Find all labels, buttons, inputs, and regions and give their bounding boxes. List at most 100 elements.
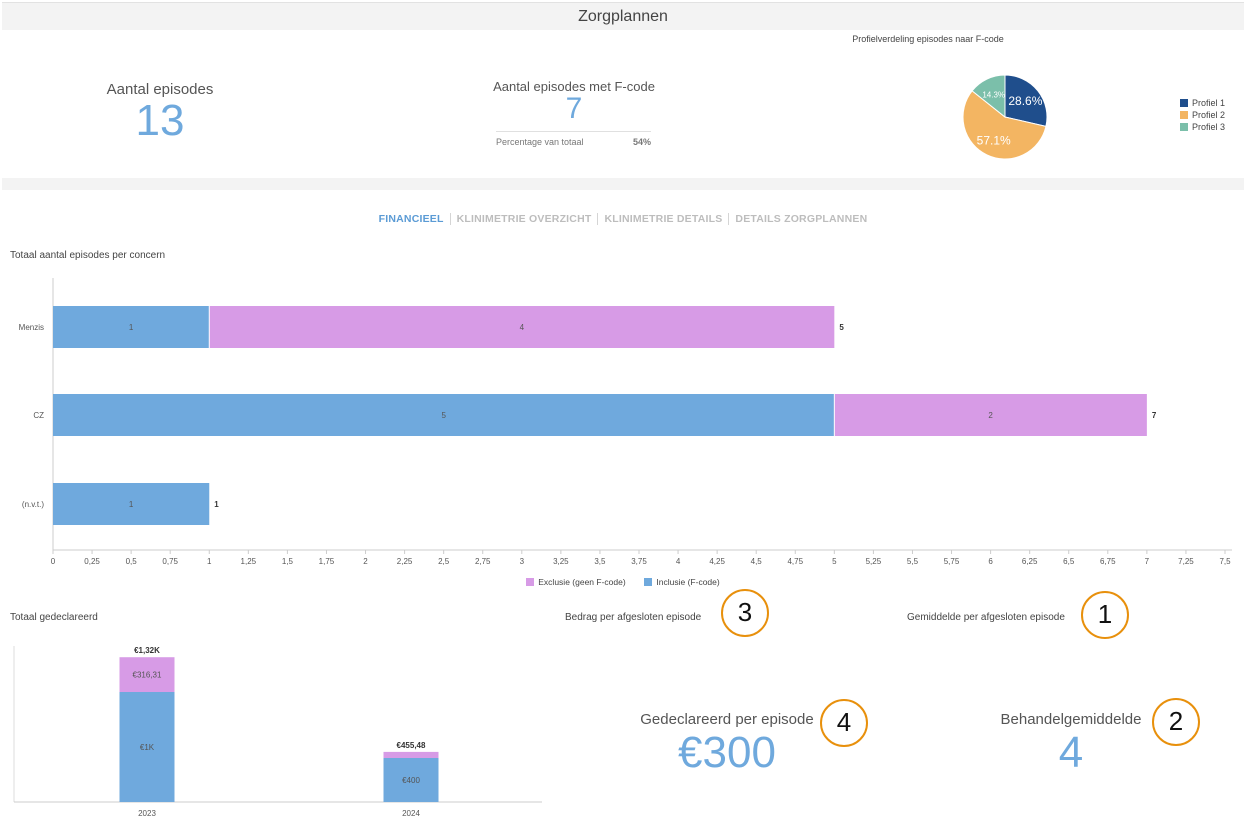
tab-details-zorgplannen[interactable]: DETAILS ZORGPLANNEN	[735, 213, 868, 225]
x-tick-label: 2	[363, 557, 368, 566]
pie-slice-2	[962, 90, 1047, 160]
x-tick-label: 1,5	[282, 557, 294, 566]
column-total-label: €1,32K	[134, 646, 160, 655]
x-tick-label: 7,25	[1178, 557, 1194, 566]
kpi-episodes-label: Aantal episodes	[106, 81, 214, 98]
x-tick-label: 6	[988, 557, 993, 566]
x-tick-label: 6,75	[1100, 557, 1116, 566]
x-tick-label: 7	[1145, 557, 1150, 566]
pie-title: Profielverdeling episodes naar F-code	[852, 34, 1004, 44]
x-tick-label: 5,25	[866, 557, 882, 566]
column-value-label: €316,31	[133, 671, 162, 680]
y-tick-label: CZ	[33, 411, 44, 420]
tab-klinimetrie-details[interactable]: KLINIMETRIE DETAILS	[598, 213, 730, 225]
pie-legend-swatch	[1180, 123, 1188, 131]
x-tick-label: 1	[207, 557, 212, 566]
legend-inclusie-label: Inclusie (F-code)	[656, 577, 720, 587]
bar-exclusie	[209, 306, 835, 348]
pie-slice-1	[1004, 74, 1048, 128]
bar-value-label: 1	[129, 500, 134, 509]
bedrag-label: Bedrag per afgesloten episode	[565, 612, 702, 623]
x-tick-label: 4,25	[709, 557, 725, 566]
pie-label-1: 28.6%	[1008, 94, 1042, 108]
kpi-fcode-divider	[496, 131, 651, 132]
bar-value-label: 4	[520, 323, 525, 332]
x-tick-label: 2,75	[475, 557, 491, 566]
x-tick-label: 3,25	[553, 557, 569, 566]
x-tick-label: 5,75	[944, 557, 960, 566]
behandel-label: Behandelgemiddelde	[1000, 711, 1142, 728]
x-tick-label: 5	[832, 557, 837, 566]
pie-legend-item: Profiel 3	[1180, 121, 1225, 133]
pie-legend: Profiel 1 Profiel 2 Profiel 3	[1180, 97, 1225, 133]
x-tick-label: 4	[676, 557, 681, 566]
column-total-label: €455,48	[397, 741, 426, 750]
kpi-fcode-pct-value: 54%	[632, 137, 651, 147]
pie-legend-label: Profiel 3	[1192, 122, 1226, 132]
column-value-label: €1K	[140, 743, 155, 752]
legend-exclusie-swatch	[526, 578, 535, 586]
bar-exclusie	[834, 394, 1147, 436]
bar-inclusie	[53, 394, 835, 436]
separator-band	[2, 178, 1244, 190]
pie-chart: 28.6% 57.1% 14.3%	[962, 74, 1048, 160]
x-tick-label: 5,5	[907, 557, 919, 566]
x-tick-label: 1,25	[241, 557, 257, 566]
callout-3: 3	[721, 589, 769, 637]
pie-legend-swatch	[1180, 111, 1188, 119]
bar-inclusie	[53, 306, 210, 348]
x-tick-label: 2023	[138, 809, 156, 818]
x-tick-label: 0,5	[126, 557, 138, 566]
gedeclareerd-label: Gedeclareerd per episode	[640, 711, 814, 728]
column-value-label: €400	[402, 776, 420, 785]
x-tick-label: 2024	[402, 809, 420, 818]
bar-value-label: 2	[988, 411, 993, 420]
legend-inclusie-swatch	[644, 578, 653, 586]
pie-legend-swatch	[1180, 99, 1188, 107]
header-bar: Zorgplannen	[2, 2, 1244, 30]
bar-inclusie	[53, 483, 210, 525]
declared-chart-title: Totaal gedeclareerd	[10, 612, 98, 623]
pie-legend-label: Profiel 1	[1192, 98, 1226, 108]
x-tick-label: 3,75	[631, 557, 647, 566]
callout-2: 2	[1152, 698, 1200, 746]
episodes-bar-chart: 0 0,25 0,5 0,75 1 1,25 1,5 1,75 2 2,25 2,5 2,75 3 3,2…	[19, 278, 1232, 566]
bar-chart-legend: Exclusie (geen F-code) Inclusie (F-code)	[0, 577, 1246, 587]
bar-total-label: 7	[1152, 411, 1157, 420]
pie-legend-item: Profiel 2	[1180, 109, 1225, 121]
legend-exclusie-label: Exclusie (geen F-code)	[538, 577, 626, 587]
callout-4: 4	[820, 699, 868, 747]
kpi-fcode-value: 7	[565, 92, 583, 125]
x-tick-label: 3	[520, 557, 525, 566]
column-exclusie	[119, 657, 175, 692]
pie-legend-label: Profiel 2	[1192, 110, 1226, 120]
gedeclareerd-value: €300	[678, 728, 776, 777]
declared-bar-chart: €1K €316,31 €1,32K 2023 €400 €455,48 2024	[13, 646, 542, 818]
bar-total-label: 1	[214, 500, 219, 509]
tab-klinimetrie-overzicht[interactable]: KLINIMETRIE OVERZICHT	[451, 213, 599, 225]
column-inclusie	[119, 692, 175, 802]
x-tick-label: 4,5	[751, 557, 763, 566]
pie-legend-item: Profiel 1	[1180, 97, 1225, 109]
x-tick-label: 7,5	[1219, 557, 1231, 566]
x-tick-label: 1,75	[319, 557, 335, 566]
pie-label-3: 14.3%	[982, 91, 1005, 100]
tab-financieel[interactable]: FINANCIEEL	[373, 213, 451, 225]
x-tick-label: 0,75	[162, 557, 178, 566]
x-tick-label: 6,5	[1063, 557, 1075, 566]
pie-slice-3	[971, 74, 1006, 119]
tab-bar: FINANCIEEL KLINIMETRIE OVERZICHT KLINIMETR…	[0, 213, 1246, 225]
y-tick-label: (n.v.t.)	[22, 500, 44, 509]
bar-value-label: 5	[441, 411, 446, 420]
x-tick-label: 0	[51, 557, 56, 566]
y-tick-label: Menzis	[19, 323, 44, 332]
pie-label-2: 57.1%	[977, 133, 1011, 147]
column-inclusie	[383, 758, 439, 802]
gemiddelde-label: Gemiddelde per afgesloten episode	[907, 612, 1065, 623]
x-tick-label: 6,25	[1022, 557, 1038, 566]
behandel-value: 4	[1058, 728, 1084, 777]
bar-chart-title: Totaal aantal episodes per concern	[10, 250, 166, 261]
x-tick-label: 2,25	[397, 557, 413, 566]
kpi-episodes-value: 13	[135, 96, 185, 145]
x-tick-label: 0,25	[84, 557, 100, 566]
